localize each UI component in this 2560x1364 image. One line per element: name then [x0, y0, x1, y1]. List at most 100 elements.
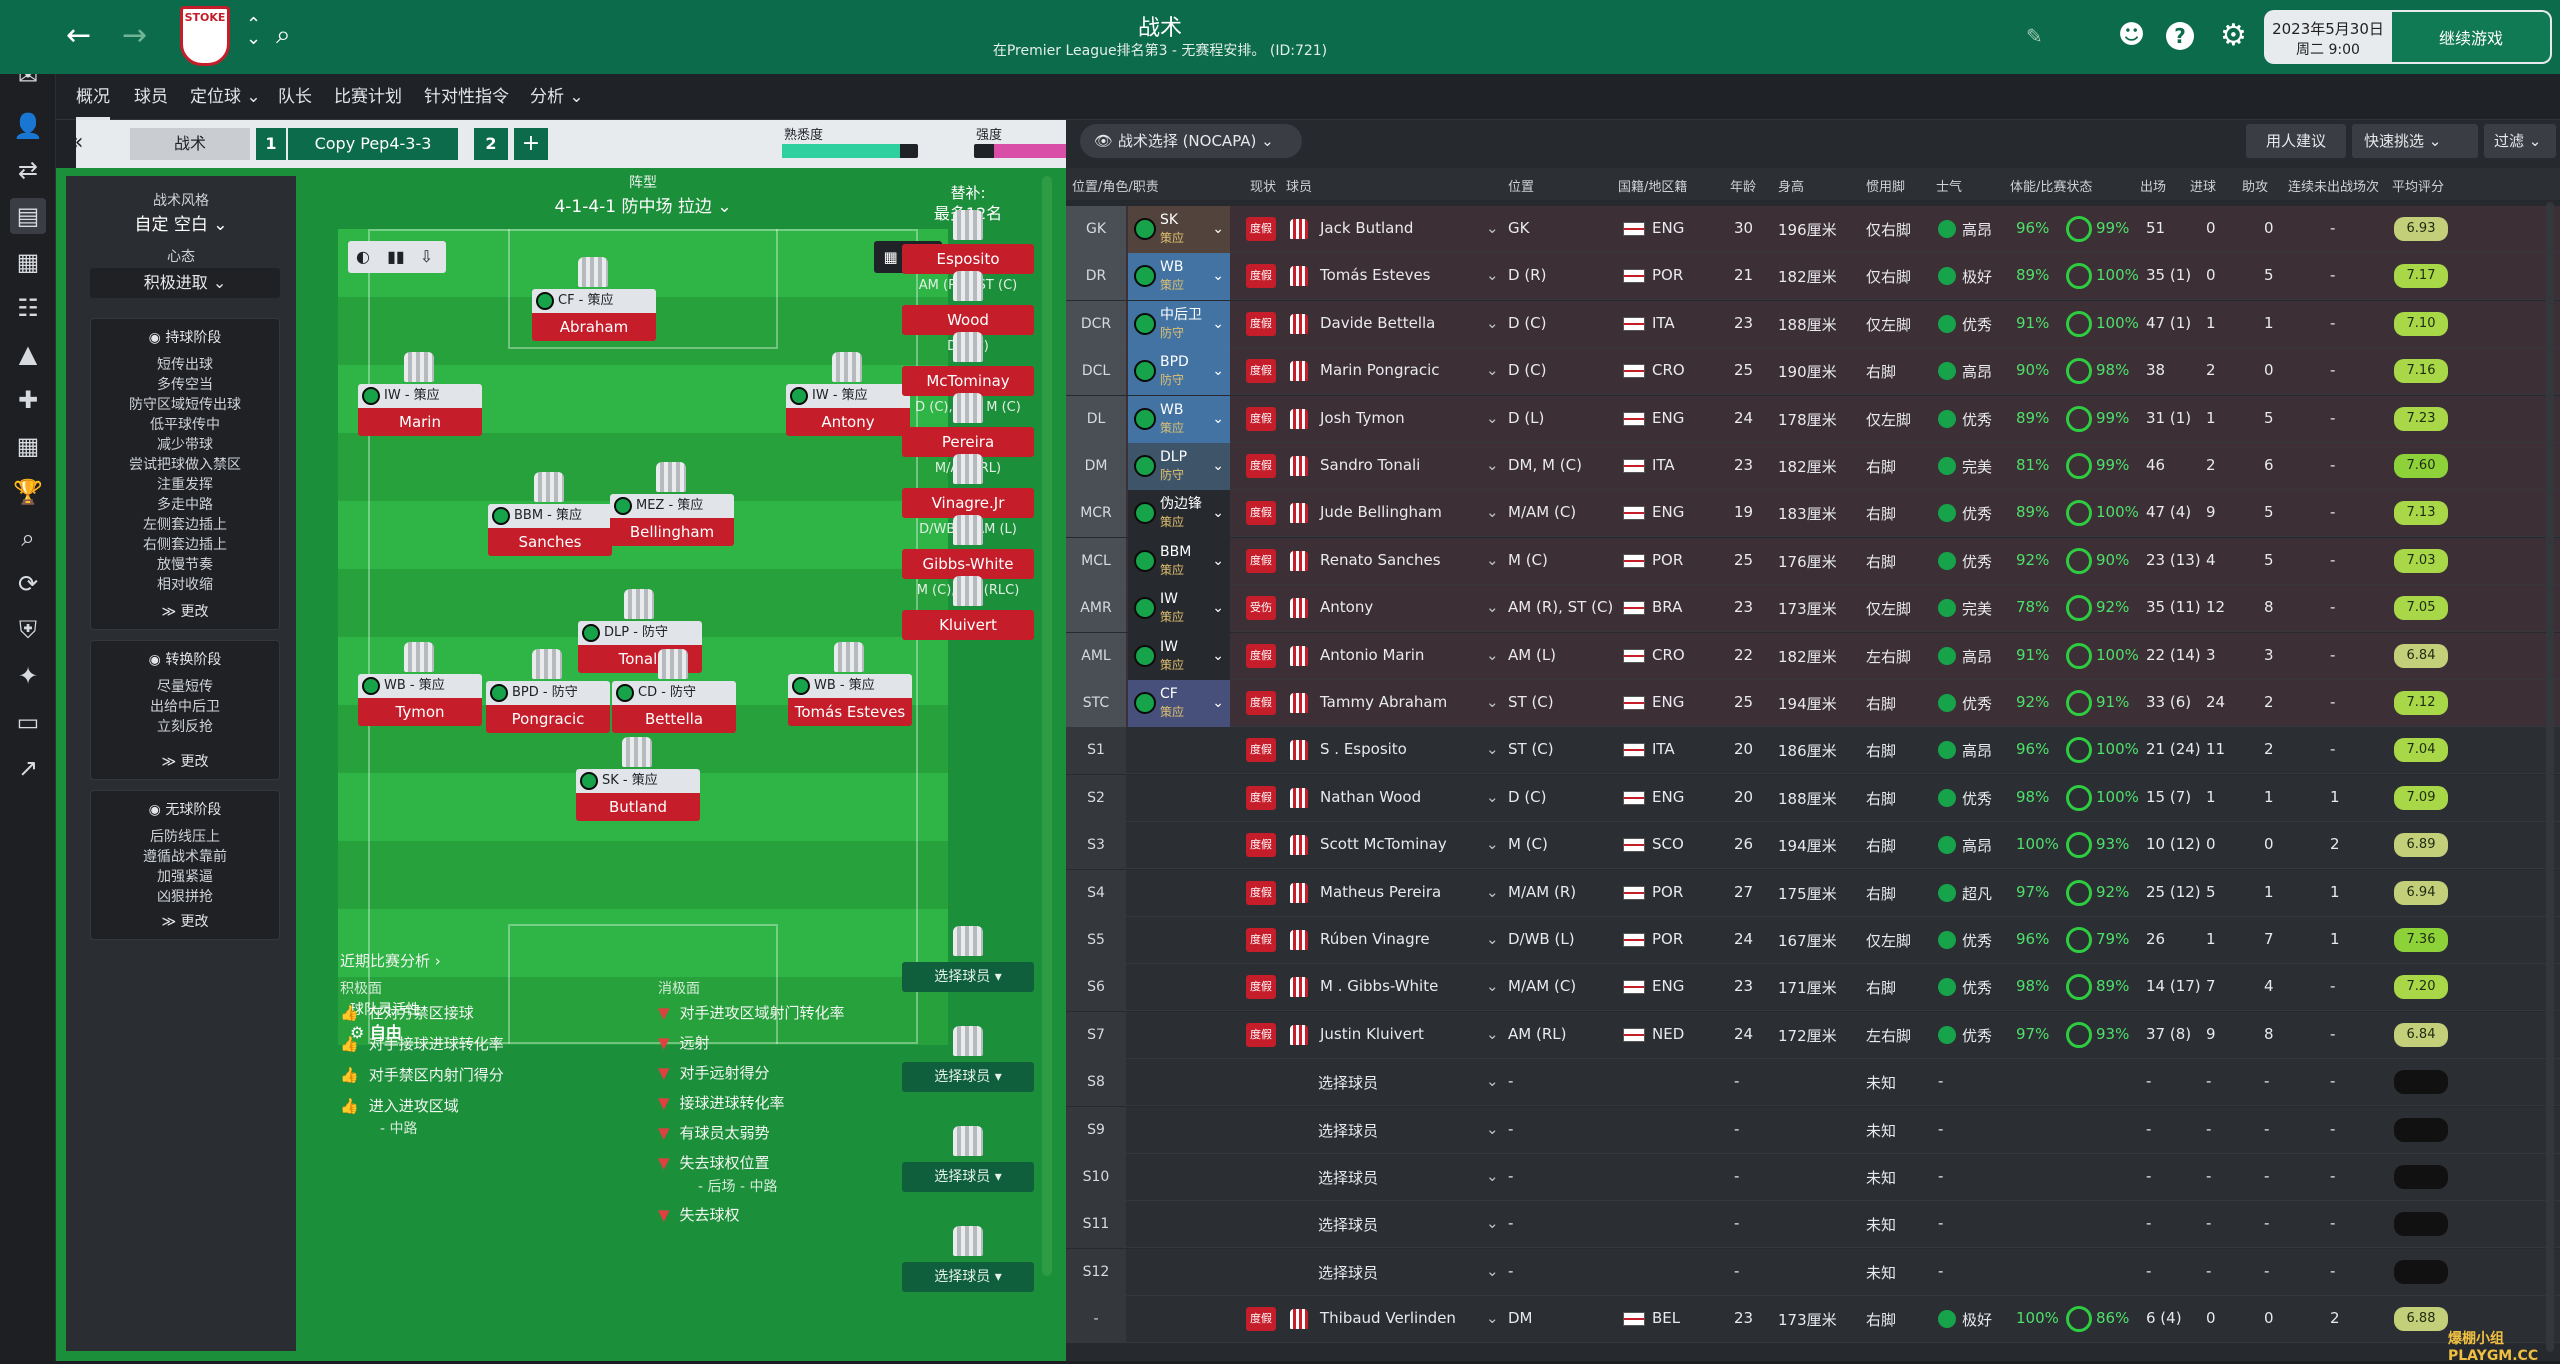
in-possession-change-button[interactable]: ≫ 更改 — [161, 604, 209, 620]
col-player[interactable]: 球员 — [1286, 180, 1313, 195]
player-role-select[interactable]: IW - 策应 — [358, 384, 482, 408]
staff-icon[interactable]: ☷ — [17, 294, 39, 322]
player-name-cell[interactable]: Davide Bettella — [1320, 313, 1436, 332]
chevron-down-icon[interactable]: ⌄ — [1212, 221, 1224, 237]
status-badge[interactable]: 度假 — [1246, 975, 1276, 1000]
player-name-cell[interactable]: 选择球员 — [1318, 1263, 1379, 1282]
sub-player-card[interactable]: McTominay — [902, 366, 1034, 396]
player-dropdown-icon[interactable]: ⌄ — [1486, 219, 1499, 237]
player-name-cell[interactable]: Scott McTominay — [1320, 835, 1447, 854]
status-badge[interactable]: 度假 — [1246, 406, 1276, 431]
sub-player-card[interactable]: Kluivert — [902, 610, 1034, 640]
row-role-select[interactable]: 伪边锋 策应 ⌄ — [1128, 490, 1230, 538]
quick-pick-button[interactable]: 快速挑选 ⌄ — [2352, 124, 2478, 158]
col-goals[interactable]: 进球 — [2190, 180, 2217, 195]
player-dropdown-icon[interactable]: ⌄ — [1486, 266, 1499, 285]
chevron-down-icon[interactable]: ⌄ — [1212, 410, 1224, 427]
table-row[interactable]: DL WB 策应 ⌄ 度假 Josh Tymon ⌄ D (L) ENG 24 178厘米 仅左脚 优秀… — [1066, 395, 2560, 443]
status-badge[interactable]: 度假 — [1246, 1022, 1276, 1047]
player-role-select[interactable]: CD - 防守 — [612, 681, 736, 705]
table-row[interactable]: S2 度假 Nathan Wood ⌄ D (C) ENG 20 188厘米 右脚 优秀 98% 10… — [1066, 774, 2560, 822]
analysis-title[interactable]: 近期比赛分析 › — [340, 952, 441, 970]
player-name-cell[interactable]: 选择球员 — [1318, 1121, 1379, 1140]
training-icon[interactable]: ▲ — [18, 340, 38, 368]
pitch-player-card[interactable]: MEZ - 策应 Bellingham — [610, 494, 734, 550]
row-role-select[interactable]: DLP 防守 ⌄ — [1128, 443, 1230, 490]
table-row[interactable]: S6 度假 M . Gibbs-White ⌄ M/AM (C) ENG 23 171厘米 右脚… — [1066, 964, 2560, 1012]
player-name-cell[interactable]: Jude Bellingham — [1320, 503, 1442, 522]
select-player-button[interactable]: 选择球员 ▾ — [902, 1062, 1034, 1092]
out-possession-box[interactable]: ◉ 无球阶段 后防线压上 遵循战术靠前 加强紧逼 凶狠拼抢 ≫ 更改 — [90, 790, 280, 940]
status-badge[interactable]: 度假 — [1246, 1307, 1276, 1332]
money-icon[interactable]: ▭ — [16, 708, 40, 736]
col-status[interactable]: 现状 — [1250, 180, 1277, 195]
status-badge[interactable]: 度假 — [1246, 785, 1276, 810]
row-role-select[interactable]: IW 策应 ⌄ — [1128, 632, 1230, 680]
status-badge[interactable]: 度假 — [1246, 311, 1276, 336]
player-dropdown-icon[interactable]: ⌄ — [1486, 1072, 1499, 1091]
table-row[interactable]: DCL BPD 防守 ⌄ 度假 Marin Pongracic ⌄ D (C) CRO 25 190… — [1066, 348, 2560, 396]
player-name-cell[interactable]: Tammy Abraham — [1320, 693, 1448, 711]
assistant-advice-button[interactable]: 用人建议 — [2246, 124, 2346, 158]
chevron-down-icon[interactable]: ⌄ — [1212, 600, 1224, 617]
medical-icon[interactable]: ✚ — [17, 386, 39, 414]
col-age[interactable]: 年龄 — [1730, 180, 1757, 195]
tactic-slot-2[interactable]: 2 — [474, 128, 508, 160]
player-dropdown-icon[interactable]: ⌄ — [1486, 550, 1499, 569]
pitch-player-card[interactable]: IW - 策应 Marin — [358, 384, 482, 440]
table-row[interactable]: STC CF 策应 ⌄ 度假 Tammy Abraham ⌄ ST (C) ENG 25 194厘米… — [1066, 680, 2560, 727]
player-dropdown-icon[interactable]: ⌄ — [1486, 1261, 1499, 1280]
chevron-down-icon[interactable]: ⌄ — [1212, 505, 1224, 522]
table-row[interactable]: DM DLP 防守 ⌄ 度假 Sandro Tonali ⌄ DM, M (C) ITA 23 18… — [1066, 443, 2560, 490]
status-badge[interactable]: 受伤 — [1246, 596, 1276, 621]
pitch-player-card[interactable]: CF - 策应 Abraham — [532, 289, 656, 345]
tab-players[interactable]: 球员 — [134, 87, 168, 107]
tab-opposition-instructions[interactable]: 针对性指令 — [424, 87, 509, 107]
tactics-icon[interactable]: ▤ — [10, 198, 46, 234]
player-name-cell[interactable]: M . Gibbs-White — [1320, 977, 1439, 996]
player-dropdown-icon[interactable]: ⌄ — [1486, 361, 1499, 380]
player-role-select[interactable]: SK - 策应 — [576, 769, 700, 793]
row-role-select[interactable]: SK 策应 ⌄ — [1128, 206, 1230, 253]
table-row[interactable]: DR WB 策应 ⌄ 度假 Tomás Esteves ⌄ D (R) POR 21 182厘米 仅右… — [1066, 253, 2560, 301]
contrast-icon[interactable]: ◐ — [356, 247, 370, 266]
player-dropdown-icon[interactable]: ⌄ — [1486, 598, 1499, 617]
select-player-button[interactable]: 选择球员 ▾ — [902, 1262, 1034, 1292]
status-badge[interactable]: 度假 — [1246, 264, 1276, 289]
chevron-down-icon[interactable]: ⌄ — [1212, 695, 1224, 711]
pitch-player-card[interactable]: BPD - 防守 Pongracic — [486, 681, 610, 737]
tactic-tab[interactable]: 战术 — [130, 128, 250, 160]
player-name[interactable]: Bettella — [612, 705, 736, 733]
player-name-cell[interactable]: Tomás Esteves — [1320, 266, 1431, 285]
pitch-player-card[interactable]: SK - 策应 Butland — [576, 769, 700, 825]
player-name[interactable]: Antony — [786, 408, 910, 436]
player-dropdown-icon[interactable]: ⌄ — [1486, 977, 1499, 996]
formation-dropdown[interactable]: 4-1-4-1 防中场 拉边 ⌄ — [554, 197, 732, 217]
player-dropdown-icon[interactable]: ⌄ — [1486, 835, 1499, 854]
player-name-cell[interactable]: 选择球员 — [1318, 1169, 1379, 1187]
settings-gear-icon[interactable]: ⚙ — [2220, 18, 2247, 53]
search-icon[interactable]: ⌕ — [276, 20, 291, 50]
transition-box[interactable]: ◉ 转换阶段 尽量短传 出给中后卫 立刻反抢 ≫ 更改 — [90, 640, 280, 780]
table-row[interactable]: AML IW 策应 ⌄ 度假 Antonio Marin ⌄ AM (L) CRO 22 182厘米… — [1066, 632, 2560, 680]
player-dropdown-icon[interactable]: ⌄ — [1486, 313, 1499, 332]
player-dropdown-icon[interactable]: ⌄ — [1486, 882, 1499, 901]
col-games-missed[interactable]: 连续未出战场次 — [2288, 180, 2380, 195]
player-name-cell[interactable]: Josh Tymon — [1320, 408, 1405, 427]
row-role-select[interactable]: WB 策应 ⌄ — [1128, 253, 1230, 301]
pitch-player-card[interactable]: CD - 防守 Bettella — [612, 681, 736, 737]
chevron-down-icon[interactable]: ⌄ — [1212, 363, 1224, 380]
sub-player-card[interactable]: Vinagre.Jr — [902, 488, 1034, 518]
player-name[interactable]: Sanches — [488, 528, 612, 556]
tab-analysis[interactable]: 分析 ⌄ — [530, 87, 584, 107]
help-icon[interactable]: ? — [2166, 22, 2194, 50]
bar-chart-icon[interactable]: ▮▮ — [387, 247, 405, 266]
pitch-player-card[interactable]: WB - 策应 Tymon — [358, 674, 482, 730]
pitch-player-card[interactable]: BBM - 策应 Sanches — [488, 504, 612, 560]
player-name-cell[interactable]: S . Esposito — [1320, 740, 1407, 759]
pitch-player-card[interactable]: IW - 策应 Antony — [786, 384, 910, 440]
tactic-slot-1[interactable]: 1 — [256, 128, 286, 160]
dynamics-icon[interactable]: ⇄ — [17, 156, 39, 184]
player-name[interactable]: Tymon — [358, 698, 482, 726]
table-row[interactable]: - 度假 Thibaud Verlinden ⌄ DM BEL 23 173厘米 右脚 极好 100… — [1066, 1296, 2560, 1344]
